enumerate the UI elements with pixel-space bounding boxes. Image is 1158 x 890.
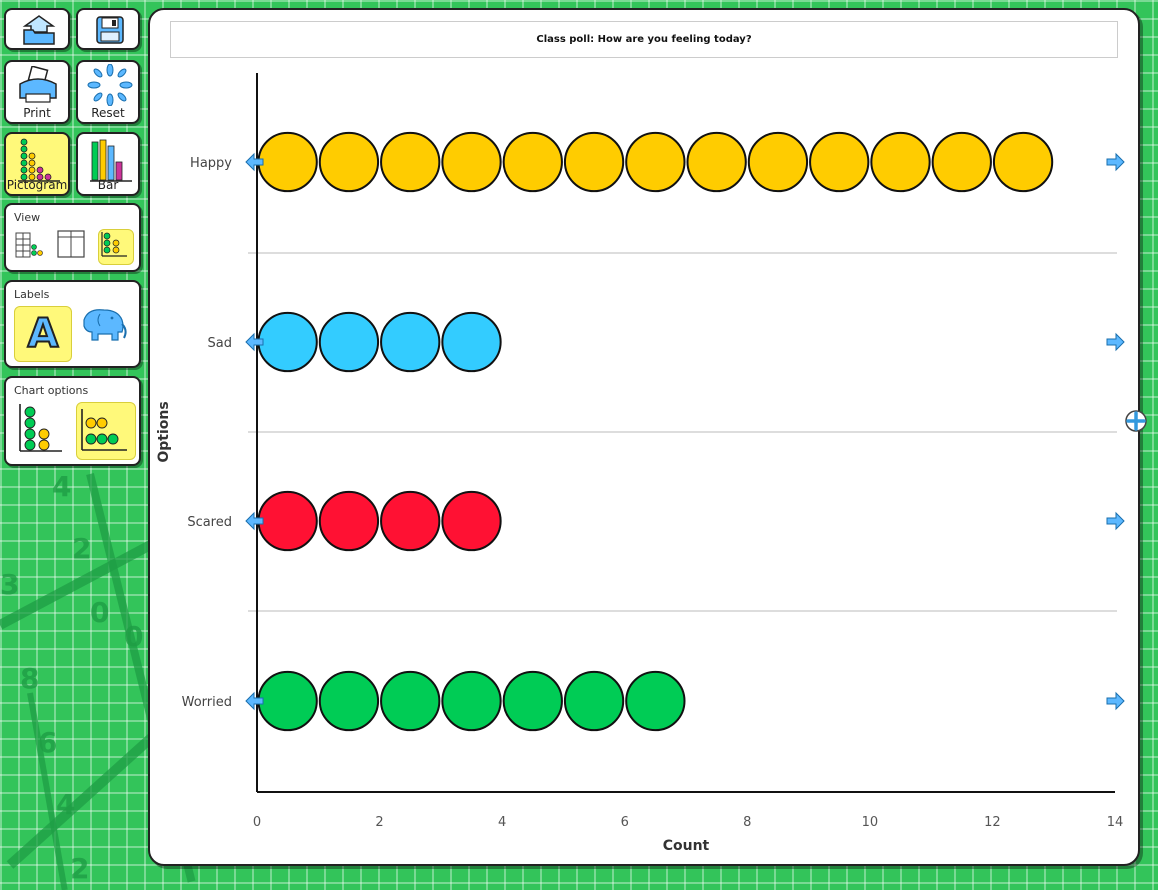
background-decoration: 2 bbox=[72, 532, 92, 565]
pictogram-symbol bbox=[563, 131, 625, 193]
plus-icon bbox=[1126, 411, 1146, 431]
pictogram-symbol bbox=[380, 490, 441, 552]
decrease-arrow-icon[interactable] bbox=[245, 511, 264, 531]
decrease-arrow-icon[interactable] bbox=[245, 691, 264, 711]
increase-arrow-icon[interactable] bbox=[1106, 691, 1125, 711]
background-decoration: 3 bbox=[0, 568, 20, 601]
pictogram-symbol bbox=[441, 131, 502, 193]
pictogram-symbol bbox=[257, 131, 318, 193]
background-decoration: 0 bbox=[90, 596, 110, 629]
pictogram-symbol bbox=[502, 670, 563, 732]
pictogram-symbol bbox=[931, 131, 992, 193]
open-folder-icon bbox=[22, 15, 56, 45]
x-tick-label: 4 bbox=[498, 815, 506, 830]
pictogram-symbol bbox=[441, 670, 502, 732]
horizontal-pictogram-icon bbox=[81, 409, 127, 451]
horizontal-pictogram-button[interactable] bbox=[76, 402, 136, 460]
text-labels-button[interactable]: A bbox=[14, 306, 72, 362]
view-table-and-chart-button[interactable] bbox=[14, 229, 50, 265]
chart-options-title: Chart options bbox=[14, 384, 89, 397]
decrease-arrow-icon[interactable] bbox=[245, 332, 264, 352]
pictogram-symbol bbox=[686, 131, 747, 193]
pictogram-symbol bbox=[257, 670, 318, 732]
bar-button[interactable]: Bar bbox=[76, 132, 140, 196]
background-decoration: 8 bbox=[20, 662, 40, 695]
floppy-disk-icon bbox=[96, 16, 124, 44]
view-panel: View bbox=[4, 203, 141, 272]
pictogram-chart-icon bbox=[18, 138, 60, 182]
pictogram-symbol bbox=[318, 311, 380, 373]
x-tick-label: 10 bbox=[862, 815, 879, 830]
view-panel-title: View bbox=[14, 211, 41, 224]
vertical-pictogram-icon bbox=[19, 404, 62, 452]
pictogram-symbol bbox=[809, 131, 870, 193]
vertical-pictogram-button[interactable] bbox=[14, 402, 72, 460]
pictogram-symbol bbox=[257, 490, 318, 552]
decrease-arrow-icon[interactable] bbox=[245, 152, 264, 172]
table-chart-icon bbox=[15, 232, 43, 258]
background-decoration: 4 bbox=[52, 470, 72, 503]
printer-icon bbox=[19, 66, 57, 103]
y-axis-title: Options bbox=[156, 401, 172, 462]
pictogram-symbol bbox=[441, 490, 502, 552]
background-decoration: 2 bbox=[70, 852, 90, 885]
pictogram-symbol bbox=[318, 670, 380, 732]
x-tick-label: 2 bbox=[375, 815, 383, 830]
pictogram-symbol bbox=[380, 670, 441, 732]
pictogram-symbol bbox=[380, 311, 441, 373]
background-decoration: 6 bbox=[38, 726, 58, 759]
labels-panel-title: Labels bbox=[14, 288, 50, 301]
reset-button[interactable]: Reset bbox=[76, 60, 140, 124]
x-tick-label: 6 bbox=[621, 815, 629, 830]
pictogram-symbol bbox=[992, 131, 1054, 193]
pictogram-symbol bbox=[747, 131, 809, 193]
pictogram-symbol bbox=[380, 131, 441, 193]
increase-arrow-icon[interactable] bbox=[1106, 511, 1125, 531]
x-tick-label: 0 bbox=[253, 815, 261, 830]
category-label: Worried bbox=[182, 695, 232, 710]
print-button[interactable]: Print bbox=[4, 60, 70, 124]
chart-title: Class poll: How are you feeling today? bbox=[536, 34, 752, 45]
category-label: Happy bbox=[190, 156, 232, 171]
view-table-button[interactable] bbox=[56, 229, 92, 265]
pictogram-symbol bbox=[625, 131, 686, 193]
picture-labels-button[interactable] bbox=[78, 306, 136, 362]
bar-chart-icon bbox=[90, 139, 132, 182]
x-tick-label: 12 bbox=[984, 815, 1001, 830]
print-label: Print bbox=[23, 106, 51, 120]
pictogram-view-icon bbox=[101, 232, 127, 257]
letter-a-icon: A bbox=[27, 310, 60, 358]
x-axis-title: Count bbox=[663, 838, 710, 854]
chart-options-panel: Chart options bbox=[4, 376, 141, 466]
increase-arrow-icon[interactable] bbox=[1106, 152, 1125, 172]
pictogram-symbol bbox=[870, 131, 931, 193]
background-decoration: 4 bbox=[56, 788, 76, 821]
elephant-icon bbox=[83, 309, 127, 341]
save-button[interactable] bbox=[76, 8, 140, 50]
category-label: Sad bbox=[208, 336, 232, 351]
pictogram-symbol bbox=[318, 131, 380, 193]
pictogram-symbol bbox=[441, 311, 502, 373]
increase-arrow-icon[interactable] bbox=[1106, 332, 1125, 352]
background-decoration: 0 bbox=[124, 620, 144, 653]
view-chart-button[interactable] bbox=[98, 229, 134, 265]
table-icon bbox=[57, 230, 85, 258]
reset-label: Reset bbox=[91, 106, 125, 120]
bar-label: Bar bbox=[97, 178, 119, 192]
open-button[interactable] bbox=[4, 8, 70, 50]
x-tick-label: 8 bbox=[743, 815, 751, 830]
pictogram-button[interactable]: Pictogram bbox=[4, 132, 70, 196]
pictogram-symbol bbox=[318, 490, 380, 552]
chart-title-box[interactable]: Class poll: How are you feeling today? bbox=[170, 21, 1118, 58]
pictogram-symbol bbox=[563, 670, 625, 732]
pictogram-symbol bbox=[502, 131, 563, 193]
x-tick-label: 14 bbox=[1107, 815, 1124, 830]
pictogram-symbol bbox=[257, 311, 318, 373]
pictogram-label: Pictogram bbox=[6, 178, 68, 192]
pictogram-symbol bbox=[625, 670, 686, 732]
category-label: Scared bbox=[187, 515, 232, 530]
reset-sparkle-icon bbox=[87, 64, 133, 106]
labels-panel: Labels A bbox=[4, 280, 141, 368]
